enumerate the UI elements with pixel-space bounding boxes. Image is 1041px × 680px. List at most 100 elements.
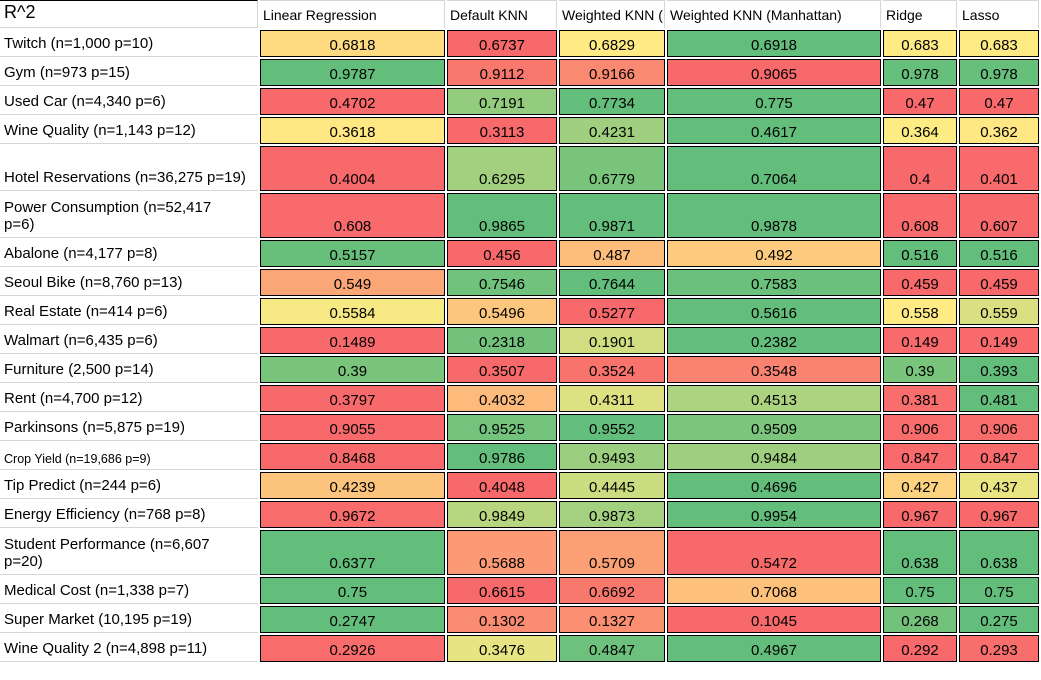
value-cell[interactable]: 0.559 <box>959 298 1039 325</box>
value-cell[interactable]: 0.3797 <box>260 385 445 412</box>
value-cell[interactable]: 0.75 <box>260 577 445 604</box>
value-cell[interactable]: 0.1901 <box>559 327 665 354</box>
value-cell[interactable]: 0.4239 <box>260 472 445 499</box>
row-label[interactable]: Rent (n=4,700 p=12) <box>0 385 258 412</box>
value-cell[interactable]: 0.967 <box>883 501 957 528</box>
value-cell[interactable]: 0.2747 <box>260 606 445 633</box>
value-cell[interactable]: 0.481 <box>959 385 1039 412</box>
value-cell[interactable]: 0.47 <box>883 88 957 115</box>
value-cell[interactable]: 0.1302 <box>447 606 557 633</box>
value-cell[interactable]: 0.847 <box>883 443 957 470</box>
row-label[interactable]: Energy Efficiency (n=768 p=8) <box>0 501 258 528</box>
value-cell[interactable]: 0.75 <box>883 577 957 604</box>
value-cell[interactable]: 0.7064 <box>667 146 881 191</box>
value-cell[interactable]: 0.4513 <box>667 385 881 412</box>
value-cell[interactable]: 0.549 <box>260 269 445 296</box>
value-cell[interactable]: 0.5616 <box>667 298 881 325</box>
value-cell[interactable]: 0.456 <box>447 240 557 267</box>
value-cell[interactable]: 0.978 <box>959 59 1039 86</box>
value-cell[interactable]: 0.401 <box>959 146 1039 191</box>
value-cell[interactable]: 0.9786 <box>447 443 557 470</box>
value-cell[interactable]: 0.1045 <box>667 606 881 633</box>
value-cell[interactable]: 0.5496 <box>447 298 557 325</box>
value-cell[interactable]: 0.2926 <box>260 635 445 662</box>
row-label[interactable]: Parkinsons (n=5,875 p=19) <box>0 414 258 441</box>
value-cell[interactable]: 0.9672 <box>260 501 445 528</box>
row-label[interactable]: Seoul Bike (n=8,760 p=13) <box>0 269 258 296</box>
value-cell[interactable]: 0.906 <box>959 414 1039 441</box>
value-cell[interactable]: 0.459 <box>959 269 1039 296</box>
value-cell[interactable]: 0.683 <box>959 30 1039 57</box>
value-cell[interactable]: 0.437 <box>959 472 1039 499</box>
value-cell[interactable]: 0.4702 <box>260 88 445 115</box>
value-cell[interactable]: 0.268 <box>883 606 957 633</box>
value-cell[interactable]: 0.9787 <box>260 59 445 86</box>
value-cell[interactable]: 0.427 <box>883 472 957 499</box>
value-cell[interactable]: 0.7068 <box>667 577 881 604</box>
row-label[interactable]: Furniture (2,500 p=14) <box>0 356 258 383</box>
column-header-3[interactable]: Weighted KNN ( <box>559 0 665 28</box>
value-cell[interactable]: 0.381 <box>883 385 957 412</box>
value-cell[interactable]: 0.3618 <box>260 117 445 144</box>
value-cell[interactable]: 0.39 <box>883 356 957 383</box>
value-cell[interactable]: 0.364 <box>883 117 957 144</box>
value-cell[interactable]: 0.608 <box>883 193 957 238</box>
value-cell[interactable]: 0.1327 <box>559 606 665 633</box>
value-cell[interactable]: 0.3507 <box>447 356 557 383</box>
value-cell[interactable]: 0.9871 <box>559 193 665 238</box>
value-cell[interactable]: 0.492 <box>667 240 881 267</box>
value-cell[interactable]: 0.9166 <box>559 59 665 86</box>
value-cell[interactable]: 0.5157 <box>260 240 445 267</box>
value-cell[interactable]: 0.9954 <box>667 501 881 528</box>
row-label[interactable]: Used Car (n=4,340 p=6) <box>0 88 258 115</box>
value-cell[interactable]: 0.7644 <box>559 269 665 296</box>
value-cell[interactable]: 0.4048 <box>447 472 557 499</box>
value-cell[interactable]: 0.9865 <box>447 193 557 238</box>
value-cell[interactable]: 0.5584 <box>260 298 445 325</box>
row-label[interactable]: Tip Predict (n=244 p=6) <box>0 472 258 499</box>
row-label[interactable]: Power Consumption (n=52,417 p=6) <box>0 193 258 238</box>
column-header-4[interactable]: Weighted KNN (Manhattan) <box>667 0 881 28</box>
value-cell[interactable]: 0.5688 <box>447 530 557 575</box>
value-cell[interactable]: 0.4231 <box>559 117 665 144</box>
value-cell[interactable]: 0.4 <box>883 146 957 191</box>
value-cell[interactable]: 0.3113 <box>447 117 557 144</box>
value-cell[interactable]: 0.293 <box>959 635 1039 662</box>
value-cell[interactable]: 0.9509 <box>667 414 881 441</box>
value-cell[interactable]: 0.149 <box>883 327 957 354</box>
value-cell[interactable]: 0.6829 <box>559 30 665 57</box>
value-cell[interactable]: 0.4311 <box>559 385 665 412</box>
value-cell[interactable]: 0.6615 <box>447 577 557 604</box>
row-label[interactable]: Student Performance (n=6,607 p=20) <box>0 530 258 575</box>
value-cell[interactable]: 0.516 <box>959 240 1039 267</box>
row-label[interactable]: Wine Quality (n=1,143 p=12) <box>0 117 258 144</box>
value-cell[interactable]: 0.459 <box>883 269 957 296</box>
value-cell[interactable]: 0.9065 <box>667 59 881 86</box>
value-cell[interactable]: 0.9493 <box>559 443 665 470</box>
value-cell[interactable]: 0.9552 <box>559 414 665 441</box>
value-cell[interactable]: 0.9878 <box>667 193 881 238</box>
value-cell[interactable]: 0.149 <box>959 327 1039 354</box>
row-label[interactable]: Crop Yield (n=19,686 p=9) <box>0 443 258 470</box>
value-cell[interactable]: 0.6737 <box>447 30 557 57</box>
value-cell[interactable]: 0.608 <box>260 193 445 238</box>
value-cell[interactable]: 0.607 <box>959 193 1039 238</box>
value-cell[interactable]: 0.558 <box>883 298 957 325</box>
value-cell[interactable]: 0.6918 <box>667 30 881 57</box>
value-cell[interactable]: 0.5277 <box>559 298 665 325</box>
value-cell[interactable]: 0.967 <box>959 501 1039 528</box>
value-cell[interactable]: 0.487 <box>559 240 665 267</box>
column-header-5[interactable]: Ridge <box>883 0 957 28</box>
value-cell[interactable]: 0.6779 <box>559 146 665 191</box>
column-header-6[interactable]: Lasso <box>959 0 1039 28</box>
value-cell[interactable]: 0.75 <box>959 577 1039 604</box>
value-cell[interactable]: 0.6818 <box>260 30 445 57</box>
value-cell[interactable]: 0.9525 <box>447 414 557 441</box>
column-header-1[interactable]: Linear Regression <box>260 0 445 28</box>
row-label[interactable]: Super Market (10,195 p=19) <box>0 606 258 633</box>
value-cell[interactable]: 0.8468 <box>260 443 445 470</box>
value-cell[interactable]: 0.7583 <box>667 269 881 296</box>
value-cell[interactable]: 0.4617 <box>667 117 881 144</box>
value-cell[interactable]: 0.393 <box>959 356 1039 383</box>
value-cell[interactable]: 0.906 <box>883 414 957 441</box>
